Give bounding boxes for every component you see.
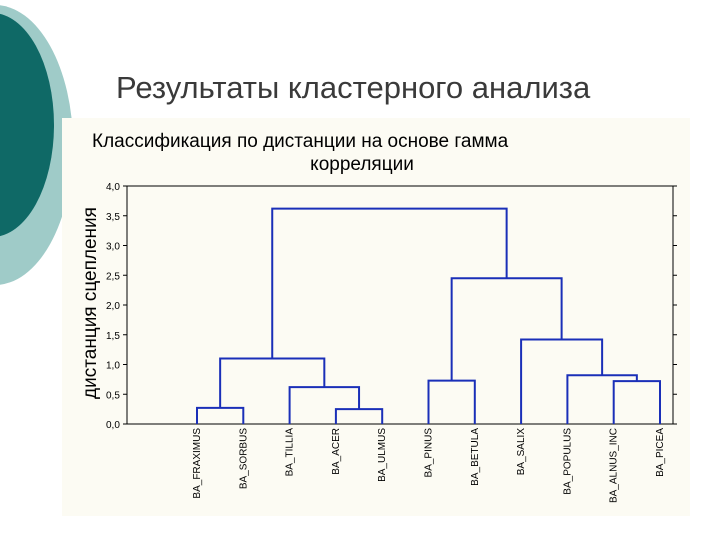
- chart-panel: [62, 118, 690, 516]
- leaf-label: BA_ACER: [331, 428, 342, 475]
- leaf-label: BA_POPULUS: [562, 428, 573, 495]
- y-tick-label: 2,0: [106, 301, 120, 312]
- y-tick-label: 2,5: [106, 271, 120, 282]
- leaf-label: BA_BETULA: [470, 428, 481, 486]
- dendrogram-link: [219, 357, 326, 408]
- y-tick-label: 3,5: [106, 212, 120, 223]
- slide-title: Результаты кластерного анализа: [116, 70, 591, 105]
- leaf-label: BA_ALNUS_INC: [609, 428, 620, 503]
- y-tick-label: 4,0: [106, 182, 120, 193]
- y-tick-label: 0,0: [106, 420, 120, 431]
- dendrogram-link: [271, 207, 508, 359]
- leaf-label: BA_PICEA: [655, 428, 666, 477]
- leaf-label: BA_FRAXIMUS: [192, 428, 203, 499]
- y-tick-label: 1,0: [106, 361, 120, 372]
- y-tick-label: 3,0: [106, 242, 120, 253]
- leaf-label: BA_ULMUS: [377, 428, 388, 482]
- leaf-label: BA_PINUS: [424, 428, 435, 478]
- leaf-label: BA_SALIX: [516, 428, 527, 476]
- dendrogram-link: [196, 406, 245, 424]
- dendrogram-link: [520, 338, 604, 424]
- leaf-label: BA_SORBUS: [238, 428, 249, 489]
- dendrogram-link: [427, 379, 476, 424]
- dendrogram-chart: Классификация по дистанции на основе гам…: [80, 131, 677, 503]
- chart-title-line-2: корреляции: [310, 154, 414, 175]
- y-tick-label: 0,5: [106, 390, 120, 401]
- y-axis-label: дистанция сцепления: [80, 207, 101, 399]
- chart-title-line-1: Классификация по дистанции на основе гам…: [92, 131, 509, 152]
- y-tick-label: 1,5: [106, 331, 120, 342]
- dendrogram-link: [566, 374, 638, 424]
- dendrogram-link: [288, 386, 361, 424]
- dendrogram-link: [334, 408, 384, 424]
- dendrogram-link: [450, 277, 563, 381]
- dendrogram-link: [612, 380, 661, 424]
- leaf-label: BA_TILLIA: [285, 428, 296, 477]
- decoration-dark-circle: [0, 13, 54, 237]
- slide-decoration: [0, 5, 73, 285]
